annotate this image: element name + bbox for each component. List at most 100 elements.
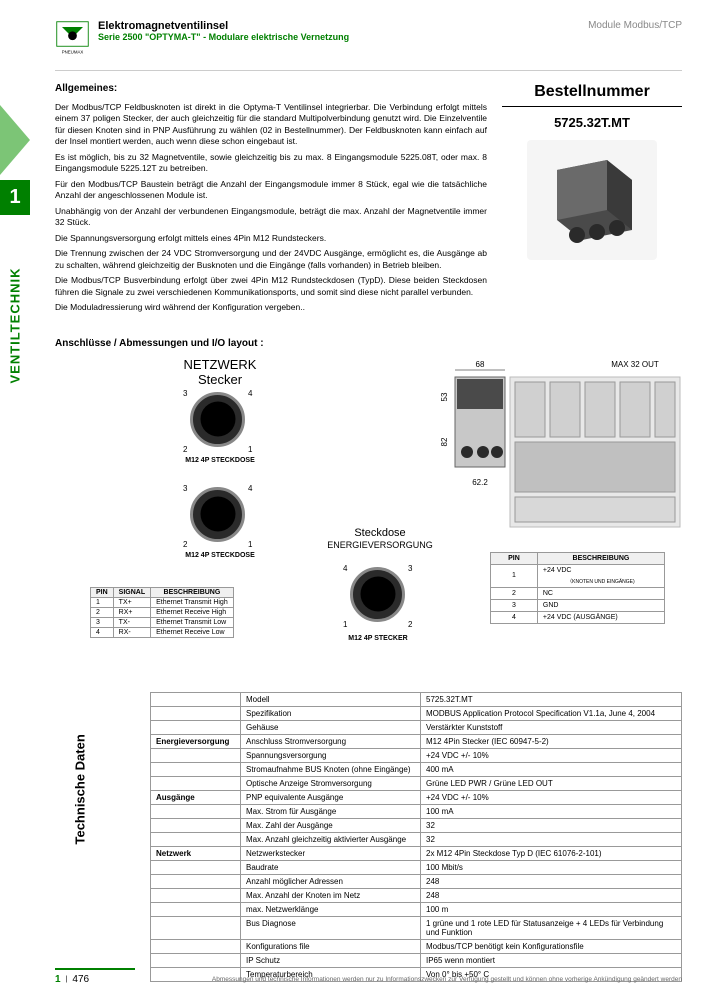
general-p1: Der Modbus/TCP Feldbusknoten ist direkt …: [55, 102, 487, 148]
header-divider: [55, 70, 682, 71]
tech-value: 400 mA: [421, 762, 682, 776]
tech-property: Spannungsversorgung: [241, 748, 421, 762]
order-box: Bestellnummer 5725.32T.MT: [502, 83, 682, 260]
network-label: NETZWERK Stecker: [170, 357, 270, 387]
tech-category: [151, 953, 241, 967]
tech-property: Anzahl möglicher Adressen: [241, 874, 421, 888]
tech-property: Modell: [241, 692, 421, 706]
tech-category: [151, 888, 241, 902]
tech-property: Gehäuse: [241, 720, 421, 734]
tech-value: Modbus/TCP benötigt kein Konfigurationsf…: [421, 939, 682, 953]
tech-property: Konfigurations file: [241, 939, 421, 953]
tech-category: [151, 832, 241, 846]
tech-value: 5725.32T.MT: [421, 692, 682, 706]
order-title: Bestellnummer: [502, 83, 682, 101]
diagram-area: NETZWERK Stecker 3 4 2 1 M12 4P STECKDOS…: [55, 357, 682, 677]
tech-value: 2x M12 4Pin Steckdose Typ D (IEC 61076-2…: [421, 846, 682, 860]
tech-category: [151, 860, 241, 874]
tech-value: Verstärkter Kunststoff: [421, 720, 682, 734]
tech-category: Netzwerk: [151, 846, 241, 860]
general-p3: Für den Modbus/TCP Baustein beträgt die …: [55, 179, 487, 202]
tech-property: max. Netzwerklänge: [241, 902, 421, 916]
tech-property: IP Schutz: [241, 953, 421, 967]
general-p2: Es ist möglich, bis zu 32 Magnetventile,…: [55, 152, 487, 175]
tech-category: [151, 916, 241, 939]
conn3-label: M12 4P STECKER: [333, 635, 423, 642]
page-header: PNEUMAX Elektromagnetventilinsel Serie 2…: [55, 20, 682, 55]
footer-chapter: 1: [55, 974, 61, 985]
signal-table: PINSIGNALBESCHREIBUNG 1TX+Ethernet Trans…: [90, 587, 234, 638]
product-image: [527, 140, 657, 260]
tech-category: [151, 748, 241, 762]
tech-category: [151, 762, 241, 776]
pin-table: PINBESCHREIBUNG 1+24 VDC （KNOTEN UND EIN…: [490, 552, 665, 624]
general-p8: Die Moduladressierung wird während der K…: [55, 302, 487, 313]
device-diagram: 68 MAX 32 OUT 53 82 62.2: [425, 357, 685, 537]
general-p5: Die Spannungsversorgung erfolgt mittels …: [55, 233, 487, 244]
tech-value: M12 4Pin Stecker (IEC 60947-5-2): [421, 734, 682, 748]
tech-value: +24 VDC +/- 10%: [421, 748, 682, 762]
tech-category: [151, 776, 241, 790]
connector-2: [190, 487, 245, 542]
tech-property: Optische Anzeige Stromversorgung: [241, 776, 421, 790]
footer: 1 | 476 Abmessungen und technische Infor…: [55, 974, 682, 985]
tech-property: Max. Anzahl der Knoten im Netz: [241, 888, 421, 902]
footer-disclaimer: Abmessungen und technische Informationen…: [104, 976, 682, 983]
tech-data-section: Technische Daten Modell5725.32T.MTSpezif…: [55, 692, 682, 982]
chapter-number: 1: [0, 180, 30, 215]
tech-category: [151, 804, 241, 818]
tech-property: Stromaufnahme BUS Knoten (ohne Eingänge): [241, 762, 421, 776]
header-title: Elektromagnetventilinsel: [98, 20, 588, 32]
general-p4: Unabhängig von der Anzahl der verbundene…: [55, 206, 487, 229]
tech-value: 100 mA: [421, 804, 682, 818]
tech-category: [151, 818, 241, 832]
tech-category: Energieversorgung: [151, 734, 241, 748]
side-arrow: [0, 105, 30, 175]
tech-value: 248: [421, 874, 682, 888]
tech-property: Netzwerkstecker: [241, 846, 421, 860]
tech-property: Anschluss Stromversorgung: [241, 734, 421, 748]
general-title: Allgemeines:: [55, 83, 487, 94]
header-subtitle: Serie 2500 "OPTYMA-T" - Modulare elektri…: [98, 32, 588, 42]
tech-property: Max. Anzahl gleichzeitig aktivierter Aus…: [241, 832, 421, 846]
tech-category: [151, 720, 241, 734]
tech-category: [151, 692, 241, 706]
tech-property: PNP equivalente Ausgänge: [241, 790, 421, 804]
tech-category: [151, 902, 241, 916]
svg-text:68: 68: [476, 360, 485, 369]
tech-value: 32: [421, 832, 682, 846]
tech-property: Baudrate: [241, 860, 421, 874]
conn2-label: M12 4P STECKDOSE: [175, 552, 265, 559]
tech-value: IP65 wenn montiert: [421, 953, 682, 967]
tech-value: Grüne LED PWR / Grüne LED OUT: [421, 776, 682, 790]
tech-value: 1 grüne und 1 rote LED für Statusanzeige…: [421, 916, 682, 939]
svg-text:62.2: 62.2: [472, 478, 488, 487]
tech-category: [151, 874, 241, 888]
conn1-label: M12 4P STECKDOSE: [175, 457, 265, 464]
connector-3: [350, 567, 405, 622]
tech-category: [151, 939, 241, 953]
connections-title: Anschlüsse / Abmessungen und I/O layout …: [55, 338, 682, 349]
tech-category: [151, 706, 241, 720]
footer-line: [55, 968, 135, 970]
svg-text:82: 82: [440, 437, 449, 446]
tech-table: Modell5725.32T.MTSpezifikationMODBUS App…: [150, 692, 682, 982]
tech-value: 100 m: [421, 902, 682, 916]
tech-data-label: Technische Daten: [73, 734, 88, 844]
tech-property: Bus Diagnose: [241, 916, 421, 939]
svg-text:53: 53: [440, 392, 449, 401]
logo: PNEUMAX: [55, 20, 90, 55]
tech-value: 32: [421, 818, 682, 832]
order-number: 5725.32T.MT: [502, 115, 682, 130]
side-tab-label: VENTILTECHNIK: [8, 267, 23, 383]
footer-page-num: 476: [72, 974, 89, 985]
connector-1: [190, 392, 245, 447]
tech-property: Max. Strom für Ausgänge: [241, 804, 421, 818]
tech-value: 100 Mbit/s: [421, 860, 682, 874]
svg-text:MAX 32 OUT: MAX 32 OUT: [611, 360, 659, 369]
general-p6: Die Trennung zwischen der 24 VDC Stromve…: [55, 248, 487, 271]
tech-value: 248: [421, 888, 682, 902]
tech-property: Max. Zahl der Ausgänge: [241, 818, 421, 832]
general-p7: Die Modbus/TCP Busverbindung erfolgt übe…: [55, 275, 487, 298]
svg-text:PNEUMAX: PNEUMAX: [62, 49, 84, 54]
